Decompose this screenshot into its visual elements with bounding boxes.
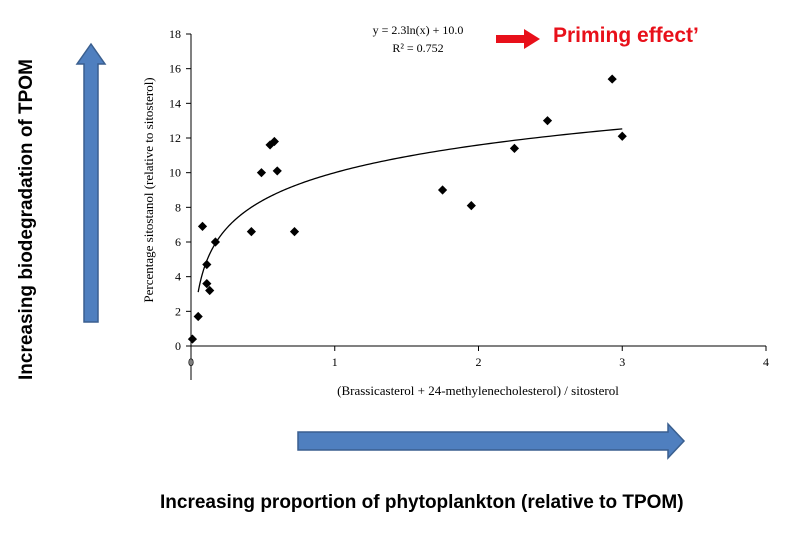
data-point	[202, 259, 212, 270]
data-points	[187, 74, 627, 344]
data-point	[269, 136, 279, 147]
y-tick-label: 4	[175, 270, 181, 284]
vertical-blue-arrow	[75, 42, 107, 323]
horizontal-blue-arrow	[297, 422, 686, 460]
horizontal-arrow-label: Increasing proportion of phytoplankton (…	[160, 492, 684, 513]
y-tick-label: 12	[169, 131, 181, 145]
data-point	[205, 285, 215, 296]
y-tick-label: 10	[169, 166, 181, 180]
x-tick-label: 4	[763, 355, 769, 369]
data-point	[197, 221, 208, 231]
data-point	[542, 116, 553, 126]
x-tick-label: 2	[476, 355, 482, 369]
trendline-equation: y = 2.3ln(x) + 10.0	[373, 23, 464, 37]
y-tick-label: 2	[175, 304, 181, 318]
priming-red-arrow	[496, 29, 540, 49]
trendline-curve	[197, 128, 623, 293]
data-point	[210, 237, 221, 247]
data-point	[509, 143, 520, 153]
x-tick-label: 1	[332, 355, 338, 369]
y-tick-label: 16	[169, 62, 181, 76]
r-squared-label: R² = 0.752	[392, 41, 443, 55]
data-point	[256, 168, 267, 178]
data-point	[607, 74, 617, 84]
x-tick-label: 3	[619, 355, 625, 369]
priming-effect-label: Priming effect’	[553, 24, 699, 47]
y-tick-label: 14	[169, 96, 181, 110]
data-point	[193, 311, 203, 322]
data-point	[466, 201, 476, 211]
y-tick-label: 0	[175, 339, 181, 353]
data-point	[272, 166, 282, 176]
y-tick-label: 8	[175, 200, 181, 214]
trendline	[197, 128, 623, 293]
y-tick-label: 6	[175, 235, 181, 249]
x-tick-label: 0	[188, 355, 194, 369]
data-point	[437, 185, 448, 195]
data-point	[202, 279, 212, 289]
chart-x-axis-label: (Brassicasterol + 24-methylenecholestero…	[337, 383, 619, 398]
data-point	[246, 227, 256, 237]
chart-y-axis-label: Percentage sitostanol (relative to sitos…	[141, 77, 156, 302]
data-point	[187, 334, 198, 344]
data-point	[617, 131, 627, 141]
y-tick-label: 18	[169, 27, 181, 41]
data-point	[289, 227, 300, 237]
